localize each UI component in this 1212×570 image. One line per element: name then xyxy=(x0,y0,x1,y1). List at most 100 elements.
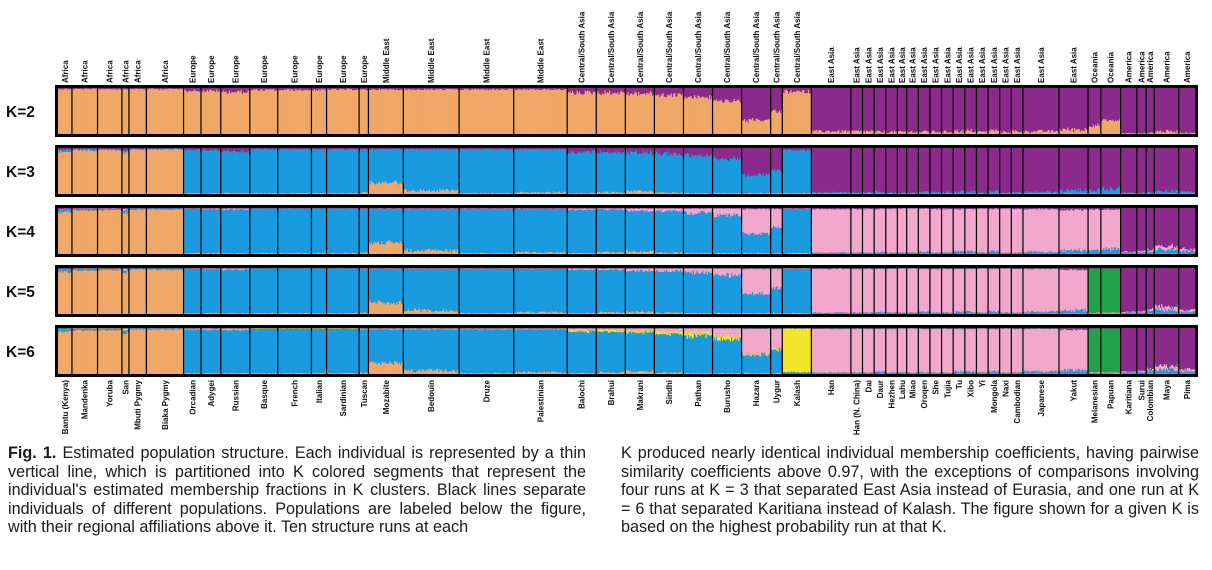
region-label: East Asia xyxy=(898,47,907,83)
population-bar xyxy=(897,148,907,194)
region-labels: Africa Africa Africa Africa Africa Africa Euro… xyxy=(61,11,1192,83)
population-bar xyxy=(713,88,742,134)
population-divider xyxy=(1136,88,1137,134)
population-bar xyxy=(1011,148,1023,194)
population-bar xyxy=(942,88,954,134)
k-panels xyxy=(55,85,1198,377)
region-label: America xyxy=(1163,51,1172,83)
population-divider xyxy=(458,88,459,134)
population-bar xyxy=(1101,148,1121,194)
population-divider xyxy=(929,88,930,134)
population-bar xyxy=(1000,88,1012,134)
population-divider xyxy=(782,88,783,134)
population-bar xyxy=(897,88,907,134)
population-bar xyxy=(184,148,202,194)
population-divider xyxy=(862,88,863,134)
region-label: East Asia xyxy=(827,47,836,83)
population-bar xyxy=(122,88,129,134)
population-divider xyxy=(897,88,898,134)
population-bar xyxy=(976,148,988,194)
region-label: Central/South Asia xyxy=(578,11,587,83)
population-divider xyxy=(654,88,655,134)
population-bar xyxy=(742,148,771,194)
population-bar xyxy=(713,148,742,194)
population-bar xyxy=(907,148,919,194)
region-label: Europe xyxy=(231,55,240,83)
population-divider xyxy=(941,88,942,134)
population-divider xyxy=(311,88,312,134)
population-divider xyxy=(121,88,122,134)
population-bar xyxy=(965,148,977,194)
region-label: America xyxy=(1125,51,1134,83)
population-bar xyxy=(514,148,568,194)
region-label: Oceania xyxy=(1107,51,1116,83)
population-divider xyxy=(97,88,98,134)
population-divider xyxy=(277,88,278,134)
population-bar xyxy=(311,88,326,134)
population-divider xyxy=(850,88,851,134)
population-bar xyxy=(1088,148,1101,194)
population-divider xyxy=(964,88,965,134)
region-label: Central/South Asia xyxy=(607,11,616,83)
population-divider xyxy=(625,88,626,134)
population-divider xyxy=(811,88,812,134)
region-label: Africa xyxy=(161,60,170,83)
k-label: K=5 xyxy=(6,284,35,301)
population-bar xyxy=(771,148,783,194)
population-bar xyxy=(250,88,278,134)
population-bar xyxy=(1000,148,1012,194)
population-divider xyxy=(567,88,568,134)
population-bar xyxy=(359,88,369,134)
population-divider xyxy=(987,88,988,134)
population-bar xyxy=(811,88,851,134)
population-bar xyxy=(953,148,965,194)
population-bar xyxy=(368,88,403,134)
population-bar xyxy=(58,148,72,194)
population-bar xyxy=(129,88,147,134)
population-bar xyxy=(1059,148,1088,194)
k-labels: K=2K=3K=4K=5K=6 xyxy=(6,104,35,361)
population-bar xyxy=(654,88,683,134)
population-bar xyxy=(1121,148,1138,194)
population-bar xyxy=(567,88,596,134)
population-bar xyxy=(122,148,129,194)
population-bar xyxy=(514,88,568,134)
population-bar xyxy=(1088,88,1101,134)
k-label: K=6 xyxy=(6,344,35,361)
population-bar xyxy=(1137,148,1147,194)
population-bar xyxy=(221,88,250,134)
population-divider xyxy=(918,88,919,134)
population-bar xyxy=(742,88,771,134)
population-bar xyxy=(1146,88,1154,134)
region-label: East Asia xyxy=(888,47,897,83)
population-bar xyxy=(851,148,863,194)
population-divider xyxy=(1022,88,1023,134)
population-divider xyxy=(770,88,771,134)
population-bar xyxy=(368,148,403,194)
region-label: Oceania xyxy=(1090,51,1099,83)
population-divider xyxy=(885,88,886,134)
population-bar xyxy=(953,88,965,134)
population-bar xyxy=(327,148,360,194)
population-bar xyxy=(146,148,184,194)
population-divider xyxy=(249,88,250,134)
population-divider xyxy=(1011,88,1012,134)
k-label: K=2 xyxy=(6,104,35,121)
population-bar xyxy=(863,88,875,134)
population-divider xyxy=(1120,88,1121,134)
population-bar xyxy=(129,148,147,194)
region-label: East Asia xyxy=(978,47,987,83)
population-bar xyxy=(976,88,988,134)
population-bar xyxy=(1146,148,1154,194)
population-bar xyxy=(221,148,250,194)
population-bar xyxy=(459,148,514,194)
population-bar xyxy=(278,88,312,134)
population-divider xyxy=(953,88,954,134)
population-bar xyxy=(1154,88,1179,134)
population-bar xyxy=(72,148,98,194)
region-label: Africa xyxy=(134,60,143,83)
population-bar xyxy=(403,148,459,194)
population-bar xyxy=(596,148,625,194)
population-divider xyxy=(712,88,713,134)
population-bar xyxy=(201,88,221,134)
